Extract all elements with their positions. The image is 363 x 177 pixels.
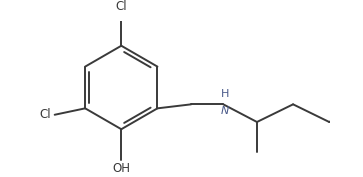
Text: N: N xyxy=(221,106,229,116)
Text: Cl: Cl xyxy=(115,0,127,13)
Text: H: H xyxy=(221,89,229,99)
Text: OH: OH xyxy=(112,162,130,175)
Text: Cl: Cl xyxy=(40,108,52,121)
